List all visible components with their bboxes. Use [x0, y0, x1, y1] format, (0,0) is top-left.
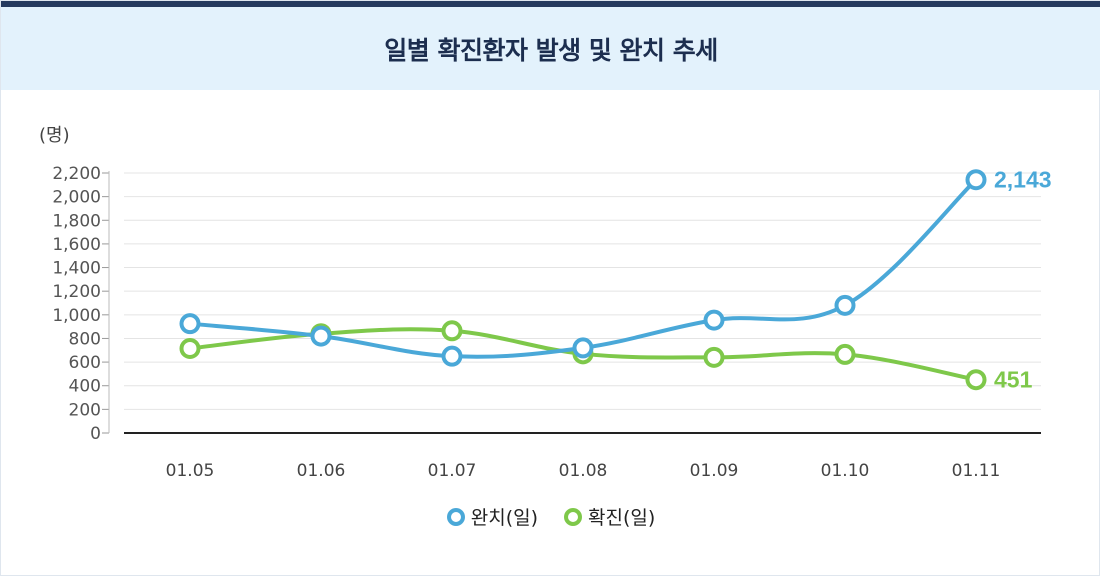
x-tick-label: 01.06: [297, 461, 346, 481]
chart-title: 일별 확진환자 발생 및 완치 추세: [384, 35, 718, 65]
x-tick-label: 01.07: [428, 461, 477, 481]
y-tick-label: 2,200: [52, 164, 101, 184]
end-value-label-recovered: 2,143: [994, 167, 1052, 193]
series-line-recovered: [188, 177, 978, 359]
y-tick-label: 1,600: [52, 235, 101, 255]
data-point-recovered: [310, 325, 332, 347]
y-tick-label: 400: [69, 377, 101, 397]
legend-item-confirmed[interactable]: 확진(일): [564, 503, 655, 530]
data-point-confirmed: [441, 320, 463, 342]
x-tick-label: 01.11: [952, 461, 1001, 481]
y-tick-label: 600: [69, 353, 101, 373]
y-tick-label: 1,000: [52, 306, 101, 326]
end-value-label-confirmed: 451: [994, 367, 1033, 393]
x-tick-label: 01.05: [166, 461, 215, 481]
x-tick-label: 01.09: [690, 461, 739, 481]
top-rule: [1, 1, 1100, 7]
y-unit-label: (명): [39, 125, 70, 146]
legend-item-recovered[interactable]: 완치(일): [446, 503, 538, 530]
data-point-recovered: [179, 313, 201, 335]
data-point-recovered: [703, 309, 725, 331]
y-tick-label: 1,400: [52, 259, 101, 279]
x-tick-label: 01.08: [559, 461, 608, 481]
legend-marker-confirmed: [564, 507, 582, 526]
y-tick-label: 0: [90, 424, 101, 444]
x-tick-label: 01.10: [821, 461, 870, 481]
title-band: 일별 확진환자 발생 및 완치 추세: [1, 7, 1100, 90]
data-point-confirmed: [834, 343, 856, 365]
data-point-confirmed: [703, 346, 725, 368]
legend-label-confirmed: 확진(일): [588, 507, 656, 529]
y-tick-label: 1,200: [52, 282, 101, 302]
y-tick-label: 2,000: [52, 188, 101, 208]
data-point-confirmed: [965, 369, 987, 391]
legend: 완치(일) 확진(일): [1, 503, 1100, 530]
data-point-confirmed: [179, 338, 201, 359]
data-point-recovered: [965, 169, 987, 191]
data-point-recovered: [441, 345, 463, 367]
legend-marker-recovered: [446, 507, 465, 526]
data-point-recovered: [834, 294, 856, 316]
legend-label-recovered: 완치(일): [470, 507, 538, 529]
y-tick-label: 200: [69, 400, 101, 420]
y-tick-label: 800: [69, 329, 101, 349]
data-point-recovered: [572, 337, 594, 359]
y-tick-label: 1,800: [52, 211, 101, 231]
